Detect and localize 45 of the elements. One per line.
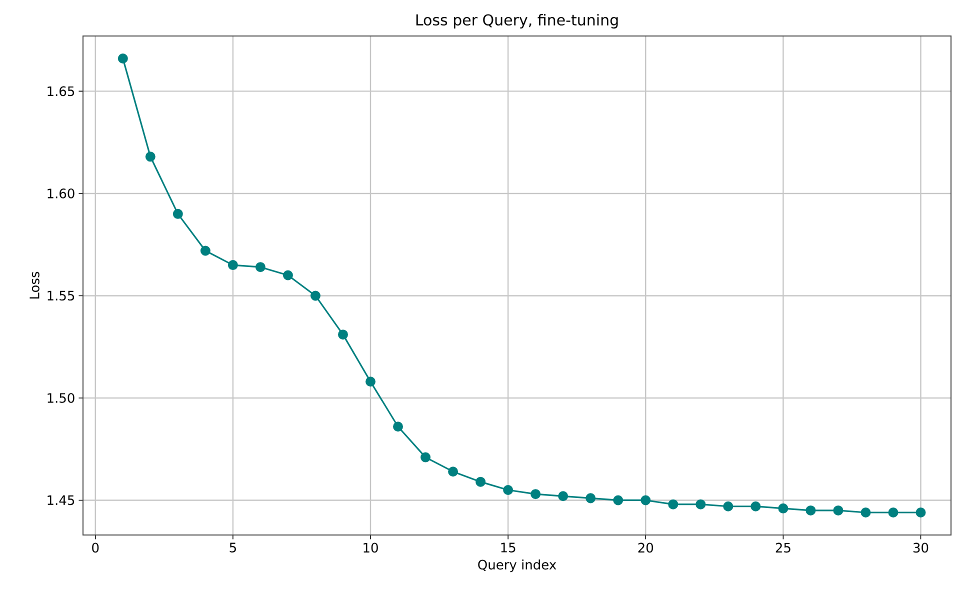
point: [255, 262, 266, 272]
point: [448, 466, 458, 477]
point: [393, 422, 404, 432]
point: [668, 499, 678, 510]
point: [696, 499, 706, 510]
point: [833, 505, 844, 516]
point: [145, 152, 156, 162]
point: [558, 491, 568, 502]
point: [282, 270, 293, 280]
y-tick-label: 1.55: [48, 290, 74, 301]
point: [310, 290, 320, 301]
point: [613, 495, 624, 506]
point: [750, 501, 761, 512]
point: [503, 485, 514, 496]
point: [200, 246, 210, 256]
y-tick-label: 1.45: [48, 495, 74, 506]
point: [366, 376, 376, 387]
point: [530, 489, 541, 500]
point: [888, 508, 898, 518]
x-tick-label: 25: [776, 542, 790, 553]
x-tick-label: 30: [913, 542, 928, 553]
point: [640, 495, 651, 506]
x-tick-label: 5: [230, 542, 236, 552]
y-tick-label: 1.60: [48, 188, 74, 198]
point: [172, 208, 183, 219]
chart-title: Loss per Query, fine-tuning: [416, 14, 618, 28]
x-tick-label: 15: [501, 542, 516, 552]
point: [586, 493, 596, 504]
y-tick-label: 1.65: [48, 86, 74, 96]
point: [806, 505, 816, 516]
x-axis-title: Query index: [478, 559, 556, 572]
x-tick-label: 20: [638, 542, 654, 553]
point: [420, 452, 431, 462]
x-tick-label: 0: [92, 542, 99, 553]
x-tick-label: 10: [364, 542, 378, 553]
point: [228, 260, 238, 270]
y-axis-title: Loss: [30, 272, 40, 298]
point: [338, 330, 348, 340]
point: [916, 508, 926, 518]
point: [723, 501, 734, 512]
point: [860, 508, 871, 518]
point: [118, 53, 128, 64]
y-tick-label: 1.50: [48, 393, 74, 403]
point: [778, 503, 788, 514]
point: [476, 476, 486, 487]
